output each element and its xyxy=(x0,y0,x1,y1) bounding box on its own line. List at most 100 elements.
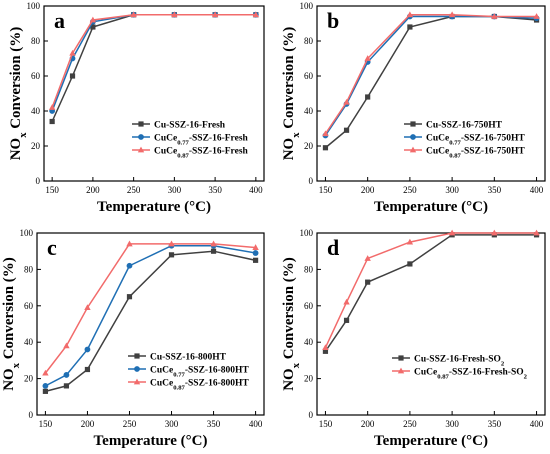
x-tick-label: 350 xyxy=(207,419,221,429)
data-point xyxy=(343,317,350,323)
plot-frame xyxy=(36,232,265,416)
data-point xyxy=(252,244,259,250)
y-axis-title: NOx Conversion (%) xyxy=(8,27,29,161)
text-part: CuCe xyxy=(154,147,177,157)
data-point xyxy=(365,94,371,100)
data-point xyxy=(168,240,175,247)
y-tick-label: 0 xyxy=(309,176,314,186)
data-point xyxy=(343,298,350,305)
legend: Cu-SSZ-16-800HTCuCe0.77-SSZ-16-800HTCuCe… xyxy=(128,353,249,391)
data-point xyxy=(252,11,260,18)
legend-marker xyxy=(138,121,144,127)
text-part: NO xyxy=(1,368,17,391)
text-part: NO xyxy=(8,138,24,161)
x-tick-label: 150 xyxy=(39,419,53,429)
y-tick-label: 20 xyxy=(304,141,314,151)
data-point xyxy=(126,262,133,269)
x-tick-label: 150 xyxy=(319,185,333,195)
legend-label: CuCe0.77-SSZ-16-750HT xyxy=(426,134,525,147)
legend-label: CuCe0.77-SSZ-16-800HT xyxy=(150,366,249,379)
y-tick-label: 40 xyxy=(24,337,34,347)
subscript: 0.87 xyxy=(177,152,189,159)
series-1 xyxy=(322,229,540,351)
y-axis-title: NOx Conversion (%) xyxy=(281,257,302,391)
chart-panel-d: 150 200 250 300 350 400 0 20 40 60 80 100 Temperatur… xyxy=(281,228,546,449)
data-point xyxy=(252,257,259,263)
series-line xyxy=(51,14,256,112)
data-point xyxy=(84,304,91,311)
subscript: 0.87 xyxy=(449,152,461,159)
y-tick-label: 40 xyxy=(304,106,314,116)
x-tick-label: 250 xyxy=(123,419,137,429)
legend-marker xyxy=(138,134,144,140)
data-point xyxy=(42,382,49,389)
legend: Cu-SSZ-16-FreshCuCe0.77-SSZ-16-FreshCuCe… xyxy=(132,121,249,159)
data-point xyxy=(406,11,414,18)
x-tick-label: 200 xyxy=(361,185,375,195)
x-axis-title: Temperature (°C) xyxy=(97,199,211,215)
data-point xyxy=(365,279,371,285)
subscript: x xyxy=(291,132,302,138)
y-tick-label: 60 xyxy=(24,301,34,311)
subscript: 0.77 xyxy=(177,139,189,146)
series-0 xyxy=(49,12,259,125)
y-tick-label: 80 xyxy=(304,264,314,274)
y-tick-label: 60 xyxy=(304,301,314,311)
data-point xyxy=(211,11,219,18)
x-tick-label: 300 xyxy=(445,419,459,429)
legend-label: CuCe0.87-SSZ-16-750HT xyxy=(426,147,525,160)
data-point xyxy=(491,229,498,236)
subscript: 0.77 xyxy=(173,371,185,378)
data-point xyxy=(322,344,329,351)
legend-marker xyxy=(409,146,417,153)
legend-label: Cu-SSZ-16-Fresh-SO2 xyxy=(414,355,505,368)
data-point xyxy=(69,73,76,79)
series-0 xyxy=(322,232,540,354)
data-point xyxy=(90,24,96,30)
subscript: 2 xyxy=(524,373,528,380)
text-part: Conversion (%) xyxy=(1,257,17,363)
y-tick-label: 0 xyxy=(36,176,41,186)
legend: Cu-SSZ-16-Fresh-SO2CuCe0.87-SSZ-16-Fresh… xyxy=(392,355,528,381)
panel-label: c xyxy=(47,235,57,260)
legend-marker xyxy=(397,367,405,374)
data-point xyxy=(210,240,217,247)
data-point xyxy=(252,250,259,256)
text-part: NO xyxy=(281,368,297,391)
series-2 xyxy=(322,11,540,137)
series-2 xyxy=(48,11,260,110)
y-tick-label: 100 xyxy=(27,1,41,11)
chart-panel-a: 150 200 250 300 350 400 0 20 40 60 80 100 Temperatur… xyxy=(8,1,265,215)
text-part: Cu-SSZ-16-Fresh-SO xyxy=(414,355,501,365)
data-point xyxy=(89,16,97,23)
subscript: x xyxy=(11,362,22,368)
series-line xyxy=(324,234,537,352)
subscript: x xyxy=(18,132,29,138)
text-part: Conversion (%) xyxy=(281,257,297,363)
legend-marker xyxy=(410,121,416,127)
data-point xyxy=(49,118,55,125)
series-line xyxy=(324,14,537,135)
text-part: Cu-SSZ-16-Fresh xyxy=(154,121,226,131)
x-tick-label: 300 xyxy=(445,185,459,195)
data-point xyxy=(343,127,350,133)
text-part: -SSZ-16-750HT xyxy=(461,147,526,157)
x-tick-label: 250 xyxy=(403,185,417,195)
panel-label: a xyxy=(54,8,65,33)
data-point xyxy=(63,383,70,389)
legend-label: CuCe0.87-SSZ-16-Fresh-SO2 xyxy=(414,368,528,381)
data-point xyxy=(364,55,371,61)
data-point xyxy=(448,229,456,236)
legend-label: Cu-SSZ-16-Fresh xyxy=(154,121,226,131)
data-point xyxy=(126,240,133,247)
data-point xyxy=(42,388,49,394)
legend-marker xyxy=(134,366,140,372)
data-point xyxy=(407,261,413,267)
data-point xyxy=(406,238,414,245)
x-tick-label: 400 xyxy=(530,185,544,195)
y-tick-label: 0 xyxy=(309,410,314,420)
plot-frame xyxy=(316,232,546,416)
x-tick-label: 400 xyxy=(249,185,263,195)
data-point xyxy=(407,24,413,30)
text-part: Conversion (%) xyxy=(281,27,297,133)
